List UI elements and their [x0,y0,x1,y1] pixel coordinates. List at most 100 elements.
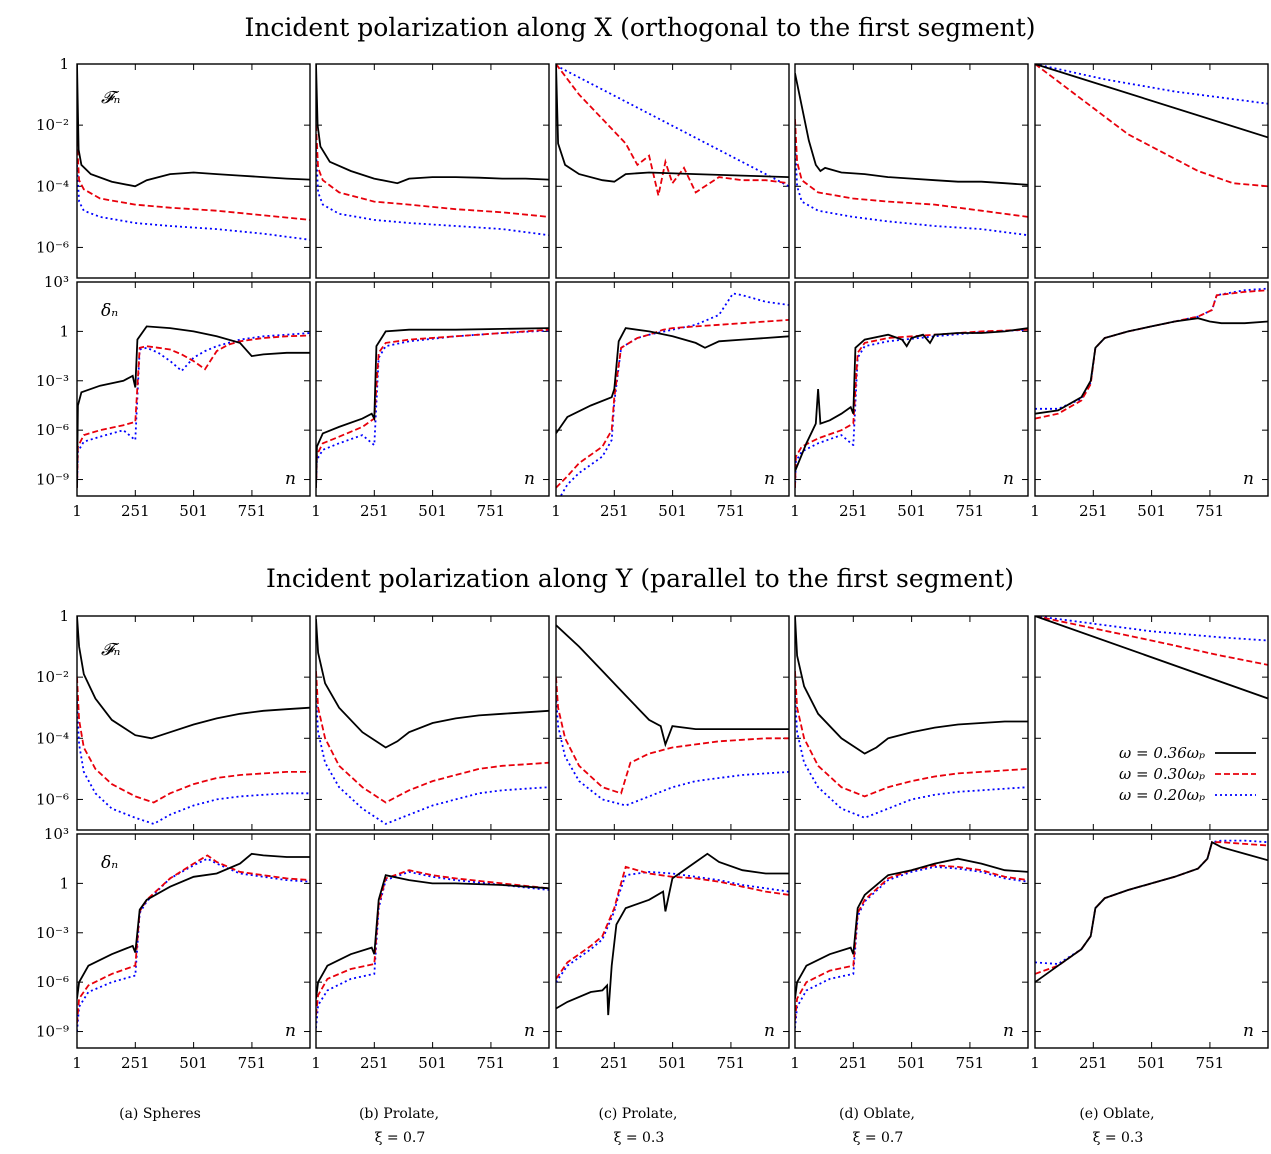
series-line-s036 [1035,840,1268,983]
series-line-s020 [77,332,310,488]
label-n: n [524,469,535,489]
panel-X-F-e [1034,63,1269,279]
panel-frame [1034,833,1269,1049]
series-line-s020 [1035,287,1268,410]
label-n: n [764,469,775,489]
series-line-s030 [795,670,1028,798]
y-tick-label: 1 [59,322,69,340]
x-tick-label: 251 [600,1054,629,1072]
series-line-s020 [556,695,789,807]
y-tick-label: 10⁻⁴ [36,729,69,747]
x-tick-label: 751 [1196,1054,1225,1072]
panel-Y-delta-b: 1 251 501 751 n [311,833,550,1072]
x-tick-label: 1 [72,502,82,520]
series-line-s030 [316,125,549,218]
series-line-s020 [77,701,310,825]
panel-frame [555,615,790,831]
label-F: 𝓕ₙ [101,640,121,660]
panel-X-delta-b: 1 251 501 751 n [311,281,550,520]
series-line-s020 [795,865,1028,1029]
y-tick-label: 10⁻³ [36,924,69,942]
label-n: n [1003,1021,1014,1041]
label-F: 𝓕ₙ [101,88,121,108]
panel-frame [794,63,1029,279]
y-tick-label: 10⁻³ [36,372,69,390]
panel-Y-F-b [315,615,550,831]
x-tick-label: 501 [418,502,447,520]
caption-b-line1: (b) Prolate, [359,1106,439,1122]
x-tick-label: 751 [717,1054,746,1072]
panel-frame [794,833,1029,1049]
series-line-s030 [316,670,549,804]
y-tick-label: 1 [59,607,69,625]
series-line-s036 [556,64,789,183]
y-tick-label: 10⁻⁶ [36,238,69,256]
panel-frame [794,281,1029,497]
series-line-s020 [1035,616,1268,642]
series-line-s030 [795,118,1028,218]
y-tick-label: 1 [59,55,69,73]
panel-frame [794,615,1029,831]
panel-frame [315,615,550,831]
x-tick-label: 751 [956,1054,985,1072]
panel-X-F-d [794,63,1029,279]
x-tick-label: 1 [311,502,321,520]
y-tick-label: 10³ [44,273,69,291]
panel-X-delta-e: 1 251 501 751 n [1030,281,1269,520]
panel-Y-delta-d: 1 251 501 751 n [790,833,1029,1072]
x-tick-label: 1 [551,502,561,520]
y-tick-label: 10³ [44,825,69,843]
caption-d-line2: ξ = 0.7 [853,1130,904,1146]
x-tick-label: 751 [238,502,267,520]
series-line-s020 [795,143,1028,237]
series-line-s036 [795,857,1028,999]
caption-c-line2: ξ = 0.3 [614,1130,665,1146]
y-tick-label: 10⁻⁹ [36,1023,69,1041]
panel-X-F-c [555,63,790,279]
panel-frame [1034,615,1269,831]
title-bottom: Incident polarization along Y (parallel … [266,564,1014,593]
legend: ω = 0.36ωₚ ω = 0.30ωₚ ω = 0.20ωₚ [1119,744,1256,804]
x-tick-label: 501 [1137,1054,1166,1072]
x-tick-label: 751 [717,502,746,520]
x-tick-label: 1 [72,1054,82,1072]
x-tick-label: 1 [1030,1054,1040,1072]
panel-frame [76,615,311,831]
series-line-s030 [795,864,1028,1021]
series-line-s036 [556,852,789,1016]
series-line-s030 [316,328,549,488]
panel-frame [315,281,550,497]
series-line-s030 [795,328,1028,488]
panel-frame [315,63,550,279]
panel-Y-F-a: 1 10⁻² 10⁻⁴ 10⁻⁶ 𝓕ₙ [36,607,311,831]
panel-Y-delta-c: 1 251 501 751 n [551,833,790,1072]
x-tick-label: 501 [658,1054,687,1072]
series-line-s030 [556,677,789,795]
y-tick-label: 1 [59,874,69,892]
series-line-s036 [1035,64,1268,139]
series-line-s030 [556,865,789,980]
x-tick-label: 501 [179,502,208,520]
series-line-s020 [316,149,549,237]
x-tick-label: 751 [1196,502,1225,520]
x-tick-label: 1 [790,1054,800,1072]
series-line-s020 [316,329,549,488]
x-tick-label: 751 [238,1054,267,1072]
panel-frame [555,281,790,497]
x-tick-label: 1 [551,1054,561,1072]
series-line-s020 [795,328,1028,488]
x-tick-label: 751 [477,1054,506,1072]
panel-frame [1034,281,1269,497]
label-n: n [1243,469,1254,489]
y-tick-label: 10⁻⁶ [36,421,69,439]
series-line-s030 [77,854,310,1024]
x-tick-label: 251 [121,1054,150,1072]
x-tick-label: 501 [897,502,926,520]
panel-frame [76,281,311,497]
panel-Y-F-d [794,615,1029,831]
y-tick-label: 10⁻² [36,668,69,686]
label-delta: δₙ [101,853,118,873]
caption-c-line1: (c) Prolate, [599,1106,678,1122]
